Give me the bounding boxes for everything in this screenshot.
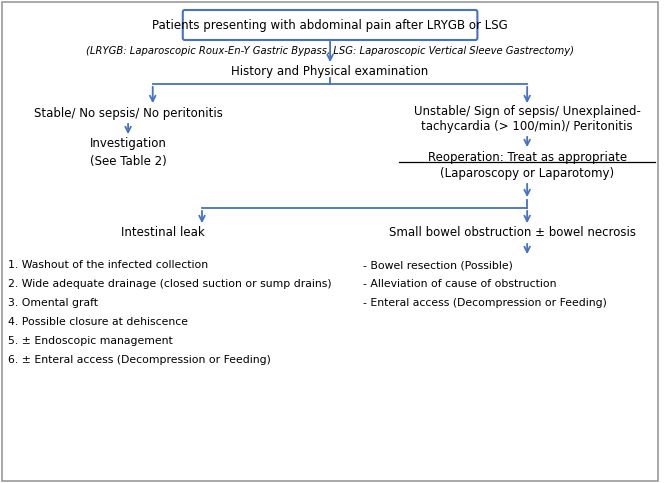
Text: Intestinal leak: Intestinal leak [121,227,204,240]
Text: 6. ± Enteral access (Decompression or Feeding): 6. ± Enteral access (Decompression or Fe… [8,355,271,365]
Text: Small bowel obstruction ± bowel necrosis: Small bowel obstruction ± bowel necrosis [389,227,636,240]
Text: - Alleviation of cause of obstruction: - Alleviation of cause of obstruction [362,279,556,289]
Text: - Enteral access (Decompression or Feeding): - Enteral access (Decompression or Feedi… [362,298,606,308]
Text: 2. Wide adequate drainage (closed suction or sump drains): 2. Wide adequate drainage (closed suctio… [8,279,332,289]
Text: - Bowel resection (Possible): - Bowel resection (Possible) [362,260,513,270]
Text: (See Table 2): (See Table 2) [90,155,166,168]
Text: Reoperation: Treat as appropriate: Reoperation: Treat as appropriate [427,151,626,164]
Text: 4. Possible closure at dehiscence: 4. Possible closure at dehiscence [8,317,188,327]
FancyBboxPatch shape [183,10,478,40]
Text: Investigation: Investigation [90,138,167,151]
Text: History and Physical examination: History and Physical examination [231,65,429,77]
Text: (Laparoscopy or Laparotomy): (Laparoscopy or Laparotomy) [440,167,614,180]
Text: Patients presenting with abdominal pain after LRYGB or LSG: Patients presenting with abdominal pain … [152,18,508,31]
Text: 3. Omental graft: 3. Omental graft [8,298,98,308]
Text: Unstable/ Sign of sepsis/ Unexplained-
tachycardia (> 100/min)/ Peritonitis: Unstable/ Sign of sepsis/ Unexplained- t… [413,105,641,133]
Text: 5. ± Endoscopic management: 5. ± Endoscopic management [8,336,173,346]
Text: Stable/ No sepsis/ No peritonitis: Stable/ No sepsis/ No peritonitis [34,106,222,119]
Text: (LRYGB: Laparoscopic Roux-En-Y Gastric Bypass, LSG: Laparoscopic Vertical Sleeve: (LRYGB: Laparoscopic Roux-En-Y Gastric B… [86,46,574,56]
Text: 1. Washout of the infected collection: 1. Washout of the infected collection [8,260,208,270]
